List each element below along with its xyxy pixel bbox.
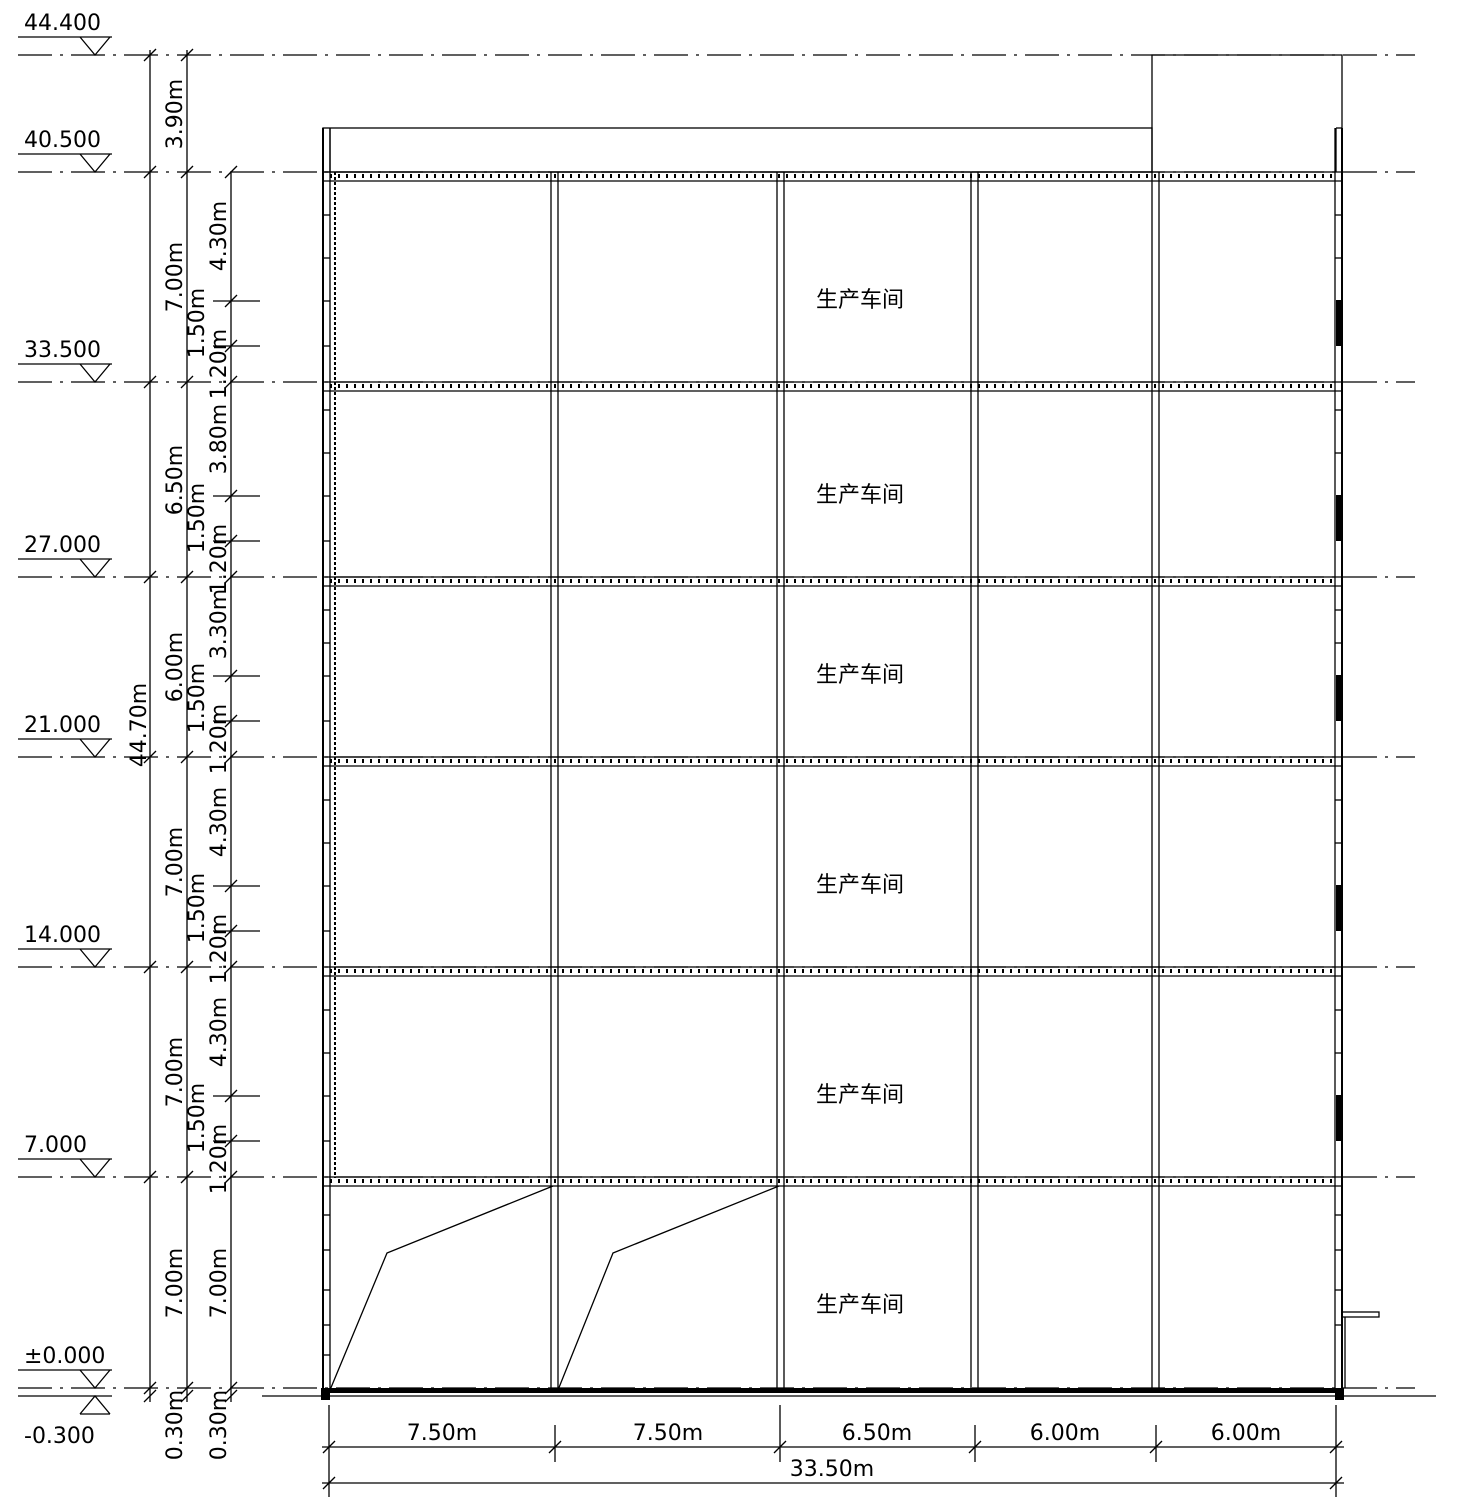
elevation-marker: 21.000 <box>18 713 112 759</box>
horizontal-dimensions: 7.50m 7.50m 6.50m 6.00m 6.00m 33.50m <box>322 1405 1344 1497</box>
dimension-chain-outer: 3.90m 7.00m 6.50m 6.00m 7.00m 7.00m 7.00… <box>127 48 188 1460</box>
elevation-label: 27.000 <box>24 533 101 558</box>
room-label: 生产车间 <box>816 873 904 898</box>
right-wall-windows <box>1336 300 1341 1141</box>
bay-width-label: 6.50m <box>842 1421 912 1446</box>
dim-label: 0.30m <box>163 1390 188 1460</box>
dim-label: 1.50m <box>185 483 210 553</box>
floor-slabs <box>323 171 1342 1187</box>
dim-label: 1.20m <box>207 524 232 594</box>
entrance-canopy <box>1341 1311 1380 1318</box>
left-wall-ticks <box>323 214 330 1356</box>
dim-total-height: 44.70m <box>127 683 152 767</box>
stair-ramp <box>329 1185 554 1391</box>
dim-label: 1.50m <box>185 663 210 733</box>
room-label: 生产车间 <box>816 663 904 688</box>
dim-label: 1.50m <box>185 1083 210 1153</box>
elevation-marker: 40.500 <box>18 128 112 174</box>
dim-label: 3.30m <box>207 589 232 659</box>
dim-label: 1.50m <box>185 873 210 943</box>
room-labels: 生产车间 生产车间 生产车间 生产车间 生产车间 生产车间 <box>816 288 904 1318</box>
room-label: 生产车间 <box>816 288 904 313</box>
columns <box>550 172 1160 1390</box>
dim-label: 1.20m <box>207 914 232 984</box>
dim-label: 1.20m <box>207 704 232 774</box>
dim-label: 1.50m <box>185 288 210 358</box>
dimension-chain-inner: 4.30m 1.50m 1.20m 3.80m 1.50m 1.20m 3.30… <box>185 165 260 1460</box>
bay-width-label: 7.50m <box>633 1421 703 1446</box>
building-structure <box>262 54 1436 1400</box>
elevation-label: 33.500 <box>24 338 101 363</box>
dim-label: 3.90m <box>163 79 188 149</box>
elevation-marker: 14.000 <box>18 923 112 969</box>
dim-label: 7.00m <box>207 1248 232 1318</box>
dimension-chain-middle <box>180 48 194 1403</box>
elevation-label: ±0.000 <box>24 1344 105 1369</box>
dim-label: 1.20m <box>207 329 232 399</box>
room-label: 生产车间 <box>816 1083 904 1108</box>
elevation-marker: ±0.000 <box>18 1344 112 1390</box>
elevation-marker: 44.400 <box>18 11 112 57</box>
elevation-markers: 44.400 40.500 33.500 27.000 21.000 14.00… <box>18 11 112 1449</box>
parapet <box>322 127 1153 173</box>
ground-slab <box>323 1388 1342 1393</box>
dim-label: 7.00m <box>163 242 188 312</box>
dim-label: 4.30m <box>207 201 232 271</box>
room-label: 生产车间 <box>816 1293 904 1318</box>
dim-label: 7.00m <box>163 827 188 897</box>
dim-label: 1.20m <box>207 1124 232 1194</box>
right-wall-ticks <box>1335 214 1342 1326</box>
elevation-label: 21.000 <box>24 713 101 738</box>
stair-ramp <box>557 1185 780 1391</box>
elevation-marker: 33.500 <box>18 338 112 384</box>
dim-label: 4.30m <box>207 997 232 1067</box>
elevation-label: 40.500 <box>24 128 101 153</box>
dim-label: 3.80m <box>207 404 232 474</box>
elevation-marker: -0.300 <box>18 1394 112 1449</box>
dim-label: 7.00m <box>163 1248 188 1318</box>
dim-label: 6.50m <box>163 445 188 515</box>
dim-label: 4.30m <box>207 787 232 857</box>
dim-label: 7.00m <box>163 1037 188 1107</box>
total-width-label: 33.50m <box>790 1457 874 1482</box>
roof-penthouse <box>1151 54 1343 172</box>
elevation-marker: 27.000 <box>18 533 112 579</box>
bay-width-label: 7.50m <box>407 1421 477 1446</box>
dim-label: 6.00m <box>163 632 188 702</box>
bay-width-label: 6.00m <box>1030 1421 1100 1446</box>
elevation-label: 44.400 <box>24 11 101 36</box>
room-label: 生产车间 <box>816 483 904 508</box>
elevation-label: -0.300 <box>24 1424 95 1449</box>
bay-width-label: 6.00m <box>1211 1421 1281 1446</box>
dim-label: 0.30m <box>207 1390 232 1460</box>
elevation-label: 7.000 <box>24 1133 87 1158</box>
elevation-label: 14.000 <box>24 923 101 948</box>
elevation-marker: 7.000 <box>18 1133 112 1179</box>
